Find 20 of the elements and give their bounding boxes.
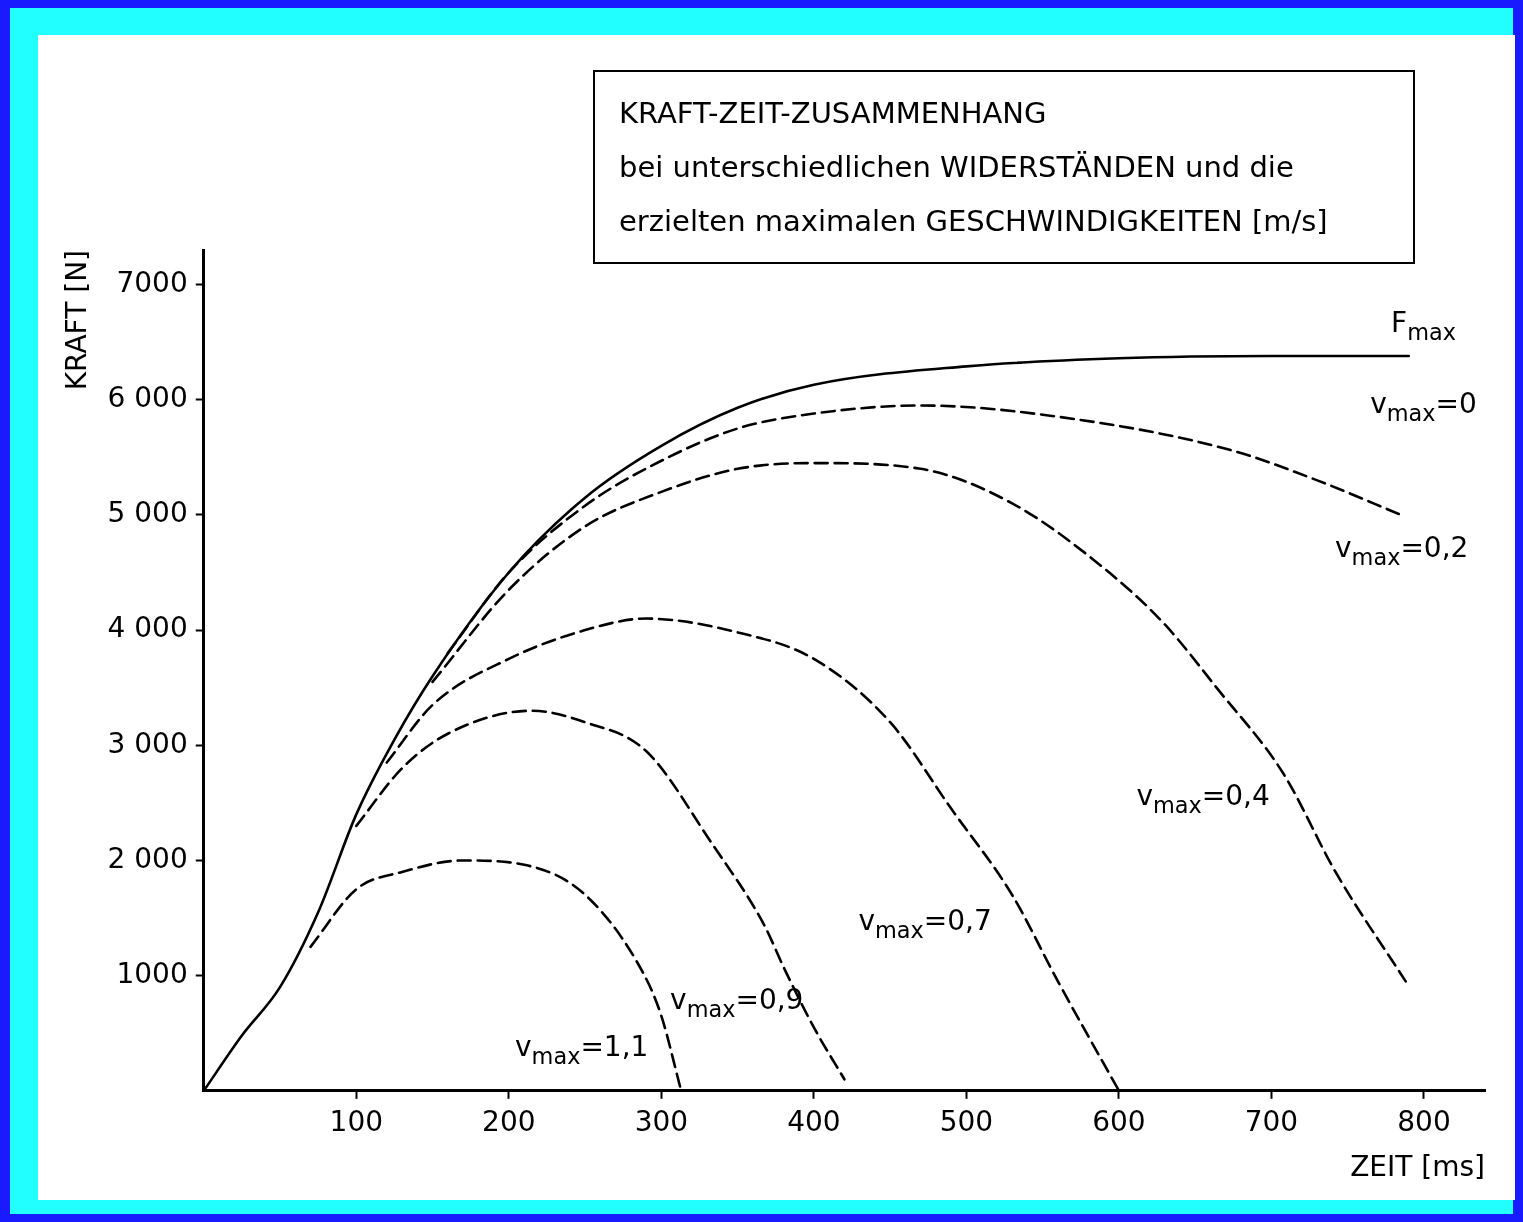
y-axis-title: KRAFT [N] <box>60 250 94 391</box>
y-tick-label: 7000 <box>116 265 188 299</box>
x-tick-label: 600 <box>1092 1104 1146 1138</box>
x-tick-label: 400 <box>787 1104 841 1138</box>
x-tick-label: 700 <box>1244 1104 1299 1138</box>
y-tick-label: 3 000 <box>107 726 188 760</box>
x-tick-label: 500 <box>939 1104 994 1138</box>
x-tick-label: 200 <box>482 1104 536 1138</box>
y-tick-label: 6 000 <box>107 381 188 415</box>
x-tick-label: 300 <box>634 1104 689 1138</box>
x-axis-title: ZEIT [ms] <box>1350 1150 1485 1184</box>
line-series <box>354 709 846 1081</box>
x-tick-label: 800 <box>1397 1104 1451 1138</box>
chart-title: KRAFT-ZEIT-ZUSAMMENHANG <box>619 95 1048 132</box>
y-tick-label: 2 000 <box>107 841 188 875</box>
y-tick-label: 4 000 <box>107 611 188 645</box>
x-tick-label: 100 <box>329 1104 384 1138</box>
y-tick-label: 5 000 <box>107 496 188 530</box>
y-tick-label: 1000 <box>116 956 188 990</box>
chart-subtitle: bei unterschiedlichen WIDERSTÄNDEN und die erzielten maximalen GESCHWINDIGKEITEN [m/s] <box>619 149 1329 240</box>
